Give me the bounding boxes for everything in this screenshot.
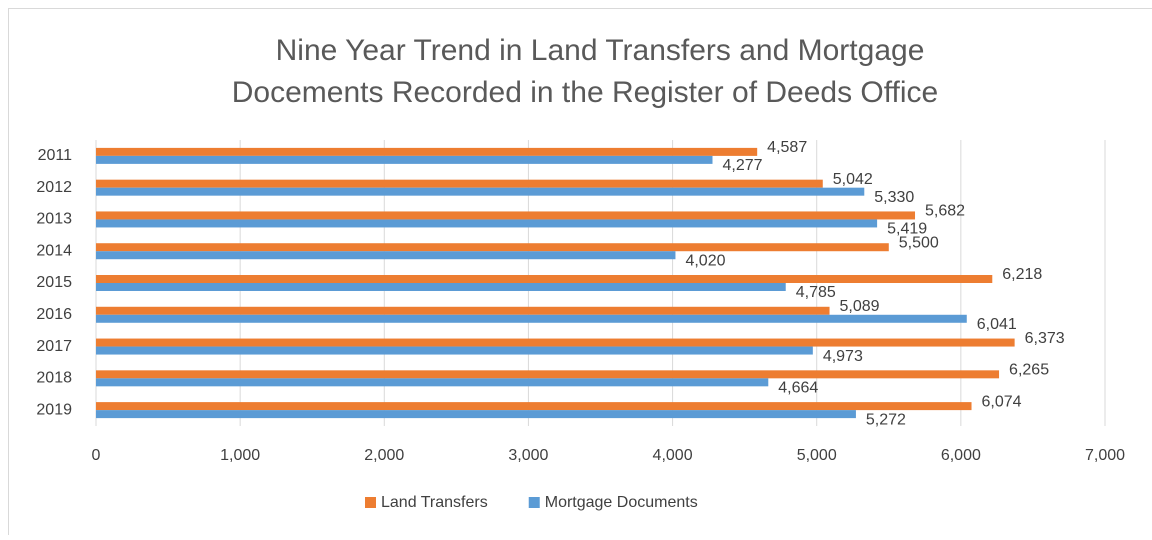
- data-label: 4,785: [796, 284, 836, 301]
- x-tick-label: 5,000: [797, 447, 837, 464]
- y-tick-label: 2018: [36, 370, 72, 387]
- data-label: 4,277: [722, 157, 762, 174]
- bar: [96, 148, 757, 156]
- bar: [96, 283, 786, 291]
- data-label: 6,373: [1025, 330, 1065, 347]
- x-tick-label: 7,000: [1085, 447, 1125, 464]
- data-label: 5,042: [833, 171, 873, 188]
- bar: [96, 339, 1015, 347]
- data-label: 4,020: [685, 252, 725, 269]
- bar: [96, 307, 830, 315]
- legend-swatch: [529, 497, 540, 508]
- x-tick-label: 4,000: [653, 447, 693, 464]
- y-tick-label: 2015: [36, 274, 72, 291]
- bar: [96, 410, 856, 418]
- chart-title: Nine Year Trend in Land Transfers and Mo…: [276, 34, 925, 67]
- data-label: 6,041: [977, 316, 1017, 333]
- legend-label: Mortgage Documents: [545, 494, 698, 511]
- data-label: 5,272: [866, 411, 906, 428]
- y-tick-label: 2014: [36, 242, 72, 259]
- y-tick-label: 2012: [36, 179, 72, 196]
- x-tick-label: 2,000: [364, 447, 404, 464]
- bar: [96, 219, 877, 227]
- data-label: 6,265: [1009, 362, 1049, 379]
- bar: [96, 243, 889, 251]
- bar: [96, 315, 967, 323]
- x-tick-label: 6,000: [941, 447, 981, 464]
- data-label: 6,074: [982, 393, 1022, 410]
- y-tick-label: 2016: [36, 306, 72, 323]
- bar: [96, 156, 712, 164]
- bar: [96, 370, 999, 378]
- data-label: 6,218: [1002, 266, 1042, 283]
- legend-swatch: [365, 497, 376, 508]
- y-tick-label: 2017: [36, 338, 72, 355]
- data-label: 4,973: [823, 348, 863, 365]
- data-label: 5,089: [840, 298, 880, 315]
- data-label: 5,500: [899, 234, 939, 251]
- bar: [96, 378, 768, 386]
- data-label: 5,682: [925, 203, 965, 220]
- x-tick-label: 0: [92, 447, 101, 464]
- y-tick-label: 2011: [38, 147, 73, 164]
- y-tick-label: 2019: [36, 401, 72, 418]
- data-label: 5,330: [874, 189, 914, 206]
- bar: [96, 188, 864, 196]
- y-tick-label: 2013: [36, 211, 72, 228]
- chart-title: Docements Recorded in the Register of De…: [232, 76, 938, 109]
- bar: [96, 402, 972, 410]
- bar: [96, 180, 823, 188]
- bar: [96, 347, 813, 355]
- bar: [96, 251, 675, 259]
- x-tick-label: 3,000: [508, 447, 548, 464]
- legend-label: Land Transfers: [381, 494, 488, 511]
- bar: [96, 211, 915, 219]
- data-label: 4,664: [778, 380, 818, 397]
- data-label: 4,587: [767, 139, 807, 156]
- bar: [96, 275, 992, 283]
- x-tick-label: 1,000: [220, 447, 260, 464]
